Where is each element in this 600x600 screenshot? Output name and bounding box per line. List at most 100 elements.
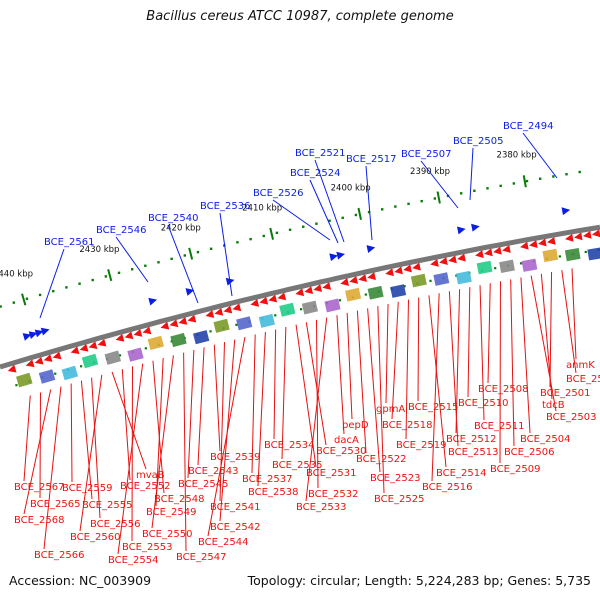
- reverse-gene-arrow: [385, 268, 394, 277]
- reverse-gene-label: BCE_2533: [296, 502, 346, 513]
- reverse-gene-label: BCE_2553: [122, 542, 172, 553]
- forward-label-line: [314, 159, 345, 243]
- scale-dot: [302, 225, 305, 228]
- reverse-gene-label: BCE_2532: [308, 489, 358, 500]
- forward-gene-arrow: [28, 331, 38, 340]
- forward-label-line: [272, 199, 331, 241]
- feature-block: [301, 300, 318, 315]
- feature-block: [390, 284, 407, 298]
- inner-dot: [338, 299, 342, 302]
- forward-label-line: [365, 165, 373, 241]
- reverse-gene-arrow: [70, 346, 80, 355]
- reverse-gene-label: BCE_2547: [176, 552, 226, 563]
- reverse-gene-arrow: [412, 262, 421, 271]
- reverse-gene-arrow: [178, 317, 188, 325]
- inner-dot: [80, 365, 83, 368]
- scale-tick: [107, 269, 113, 282]
- scale-tick: [21, 293, 27, 306]
- scale-dot: [25, 297, 29, 300]
- reverse-label-line: [207, 336, 246, 537]
- reverse-gene-label: BCE_2544: [198, 537, 248, 548]
- reverse-label-line: [187, 349, 195, 479]
- reverse-gene-label: BCE_2509: [490, 464, 540, 475]
- reverse-label-line: [79, 374, 103, 532]
- reverse-gene-arrow: [52, 351, 62, 360]
- scale-dot: [394, 205, 397, 208]
- scale-dot: [459, 192, 463, 195]
- forward-gene-arrow: [457, 226, 466, 235]
- reverse-gene-arrow: [115, 333, 125, 342]
- reverse-gene-label: BCE_2504: [520, 434, 570, 445]
- scale-dot: [0, 305, 2, 308]
- forward-gene-arrow: [34, 329, 44, 338]
- inner-dot: [118, 354, 122, 357]
- reverse-gene-label: BCE_2519: [396, 440, 446, 451]
- reverse-gene-arrow: [349, 276, 358, 284]
- inner-dot: [558, 255, 561, 258]
- reverse-gene-arrow: [439, 257, 448, 266]
- scale-dot: [341, 216, 344, 220]
- forward-label-line: [167, 224, 199, 304]
- reverse-gene-arrow: [88, 341, 98, 350]
- reverse-label-line: [213, 344, 221, 452]
- reverse-gene-arrow: [565, 233, 574, 242]
- forward-gene-arrow: [40, 327, 50, 336]
- reverse-label-line: [155, 358, 164, 507]
- reverse-gene-label: BCE_2500: [566, 374, 600, 385]
- reverse-gene-label: BCE_2543: [188, 466, 238, 477]
- reverse-label-line: [377, 306, 385, 494]
- feature-block: [170, 332, 187, 348]
- scale-dot: [236, 241, 239, 244]
- scale-dot: [315, 222, 318, 225]
- accession-label: Accession: NC_003909: [9, 573, 152, 588]
- reverse-label-line: [80, 380, 93, 500]
- reverse-label-line: [561, 270, 577, 374]
- reverse-gene-arrow: [358, 274, 367, 282]
- reverse-gene-label: BCE_2503: [546, 412, 596, 423]
- inner-dot: [300, 308, 303, 311]
- reverse-gene-arrow: [493, 246, 502, 255]
- reverse-gene-arrow: [187, 314, 197, 323]
- reverse-label-line: [251, 334, 256, 474]
- reverse-gene-label: BCE_2549: [146, 507, 196, 518]
- scale-dot: [538, 177, 542, 180]
- reverse-gene-arrow: [142, 326, 152, 335]
- feature-block: [258, 313, 275, 328]
- reverse-gene-label: BCE_2522: [356, 454, 406, 465]
- scale-dot: [209, 247, 213, 251]
- reverse-gene-label: BCE_2554: [108, 555, 158, 566]
- reverse-gene-label: BCE_2550: [142, 529, 192, 540]
- inner-dot: [584, 250, 587, 254]
- inner-dot: [364, 293, 367, 296]
- reverse-label-line: [219, 342, 226, 502]
- reverse-gene-label: BCE_2548: [154, 494, 204, 505]
- inner-dot: [403, 285, 406, 288]
- forward-gene-arrow: [148, 297, 158, 306]
- feature-block: [279, 302, 296, 317]
- reverse-gene-arrow: [25, 359, 35, 368]
- inner-dot: [519, 262, 523, 265]
- forward-gene-arrow: [329, 253, 338, 262]
- feature-block: [542, 248, 559, 263]
- reverse-gene-label: BCE_2559: [62, 483, 112, 494]
- reverse-gene-arrow: [591, 229, 600, 238]
- scale-dot: [117, 271, 121, 275]
- map-title: Bacillus cereus ATCC 10987, complete gen…: [146, 9, 454, 24]
- reverse-label-line: [455, 289, 461, 434]
- reverse-gene-label: BCE_2506: [504, 447, 554, 458]
- scale-dot: [144, 264, 147, 267]
- reverse-gene-label: BCE_2531: [306, 468, 356, 479]
- reverse-gene-arrow: [34, 356, 44, 365]
- inner-dot: [235, 323, 238, 326]
- reverse-label-line: [479, 285, 485, 421]
- scale-dot: [433, 197, 437, 200]
- reverse-gene-label: BCE_2501: [540, 388, 590, 399]
- reverse-label-line: [367, 308, 381, 473]
- reverse-label-line: [197, 347, 205, 466]
- reverse-label-line: [336, 315, 345, 435]
- inner-dot: [54, 372, 57, 375]
- feature-block: [521, 258, 538, 272]
- scale-dot: [183, 254, 187, 257]
- scale-dot: [328, 219, 331, 222]
